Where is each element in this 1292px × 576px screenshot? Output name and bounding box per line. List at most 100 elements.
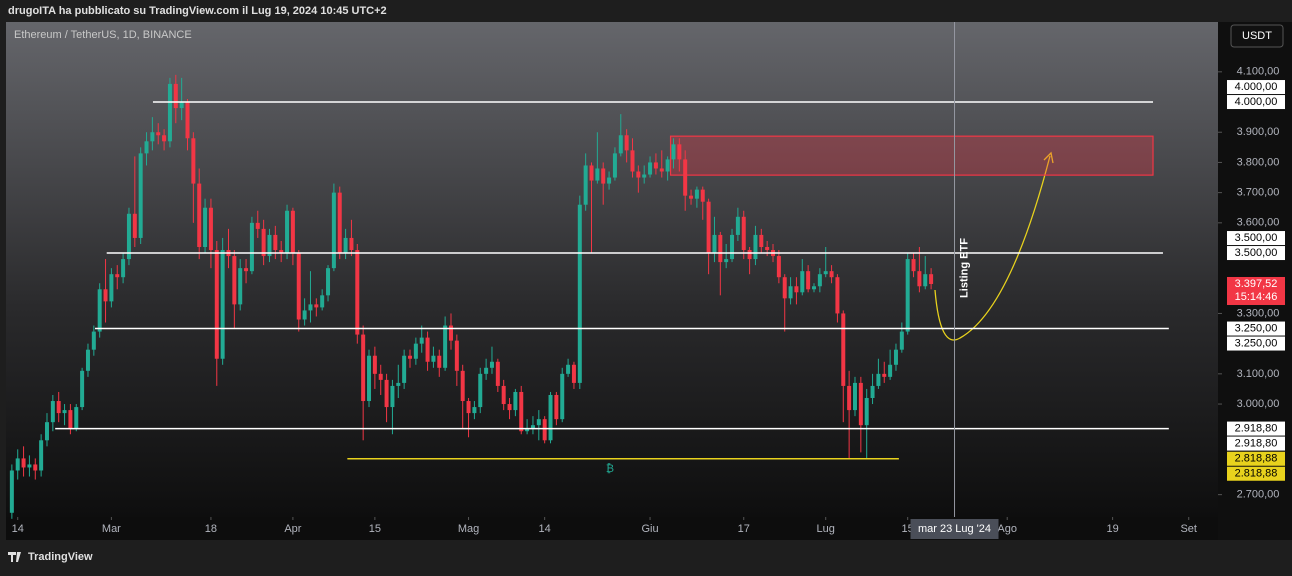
candle-body bbox=[753, 234, 758, 260]
candle-body bbox=[560, 373, 565, 420]
author-line: drugoITA ha pubblicato su TradingView.co… bbox=[8, 5, 387, 17]
candle-body bbox=[648, 162, 653, 175]
candle-body bbox=[741, 216, 746, 251]
candle-body bbox=[132, 213, 137, 238]
candle-body bbox=[513, 391, 518, 411]
candle-body bbox=[437, 355, 442, 368]
level-price-label: 4.000,00 bbox=[1235, 81, 1278, 93]
candle-body bbox=[343, 237, 348, 254]
candle-body bbox=[308, 304, 313, 311]
candle-body bbox=[50, 401, 55, 423]
candle-body bbox=[191, 138, 196, 184]
candle-body bbox=[431, 355, 436, 362]
y-tick-label: 3.800,00 bbox=[1237, 156, 1280, 168]
x-tick-label: 14 bbox=[539, 523, 551, 535]
candle-body bbox=[806, 271, 811, 290]
candle-body bbox=[173, 83, 178, 109]
candle-body bbox=[255, 222, 260, 229]
x-tick-label: 18 bbox=[205, 523, 217, 535]
candle-body bbox=[571, 364, 576, 383]
candle-body bbox=[214, 250, 219, 359]
candle-body bbox=[208, 207, 213, 251]
candle-body bbox=[232, 256, 237, 305]
candle-body bbox=[548, 394, 553, 441]
candle-body bbox=[882, 373, 887, 377]
candle-body bbox=[249, 222, 254, 272]
candle-body bbox=[197, 183, 202, 247]
candle-body bbox=[68, 410, 73, 429]
candle-body bbox=[85, 349, 90, 371]
level-price-label: 2.818,88 bbox=[1235, 453, 1278, 465]
y-tick-label: 3.100,00 bbox=[1237, 368, 1280, 380]
x-tick-label: Mag bbox=[458, 523, 479, 535]
currency-button[interactable] bbox=[1230, 24, 1284, 48]
candle-body bbox=[759, 234, 764, 247]
candle-body bbox=[402, 355, 407, 383]
x-tick-label: Giu bbox=[641, 523, 658, 535]
arrow-head bbox=[1043, 151, 1054, 164]
candle-body bbox=[273, 234, 278, 251]
candle-body bbox=[893, 349, 898, 365]
candle-body bbox=[115, 274, 120, 278]
candle-body bbox=[109, 274, 114, 302]
candle-body bbox=[185, 102, 190, 139]
candle-body bbox=[923, 274, 928, 287]
y-tick-label: 2.700,00 bbox=[1237, 489, 1280, 501]
x-tick-label: 14 bbox=[12, 523, 24, 535]
candle-body bbox=[425, 337, 430, 362]
candle-body bbox=[776, 256, 781, 278]
candle-body bbox=[917, 271, 922, 287]
candle-body bbox=[601, 168, 606, 184]
candle-body bbox=[700, 189, 705, 202]
candle-body bbox=[489, 361, 494, 368]
candle-body bbox=[747, 250, 752, 260]
candle-body bbox=[577, 204, 582, 383]
candle-body bbox=[296, 253, 301, 320]
candle-body bbox=[150, 132, 155, 142]
candle-body bbox=[408, 355, 412, 359]
candle-body bbox=[267, 234, 272, 257]
candle-body bbox=[530, 425, 535, 429]
plot-bg bbox=[6, 22, 1218, 540]
candle-body bbox=[413, 343, 418, 359]
candle-body bbox=[21, 458, 26, 468]
level-price-label: 3.500,00 bbox=[1235, 232, 1278, 244]
candle-body bbox=[501, 385, 506, 405]
candle-body bbox=[91, 331, 96, 350]
candle-body bbox=[624, 135, 629, 151]
candle-body bbox=[44, 422, 49, 441]
candle-body bbox=[735, 216, 740, 235]
level-price-box bbox=[1227, 466, 1285, 481]
candle-body bbox=[39, 440, 44, 471]
countdown-label: 15:14:46 bbox=[1235, 291, 1278, 303]
candle-body bbox=[162, 135, 167, 142]
candle-body bbox=[390, 385, 395, 408]
candle-body bbox=[589, 165, 594, 181]
candle-body bbox=[15, 458, 20, 471]
candle-body bbox=[595, 168, 600, 181]
candle-body bbox=[320, 295, 325, 308]
x-tick-label: Lug bbox=[817, 523, 835, 535]
level-price-box bbox=[1227, 246, 1285, 261]
candle-body bbox=[179, 102, 184, 109]
candle-body bbox=[542, 419, 547, 441]
currency-label[interactable]: USDT bbox=[1242, 30, 1272, 42]
candle-body bbox=[718, 234, 723, 263]
level-price-box bbox=[1227, 95, 1285, 110]
candle-body bbox=[929, 274, 934, 284]
level-price-box bbox=[1227, 80, 1285, 95]
level-price-box bbox=[1227, 451, 1285, 466]
candle-body bbox=[56, 401, 61, 414]
candle-body bbox=[683, 159, 688, 196]
candle-body bbox=[80, 370, 85, 408]
candle-body bbox=[448, 325, 453, 341]
candle-body bbox=[677, 144, 682, 160]
candle-body bbox=[384, 379, 389, 408]
y-tick-label: 3.900,00 bbox=[1237, 126, 1280, 138]
candle-body bbox=[302, 310, 307, 320]
candle-body bbox=[454, 340, 459, 371]
y-tick-label: 3.600,00 bbox=[1237, 217, 1280, 229]
candle-body bbox=[782, 277, 787, 299]
candle-body bbox=[817, 274, 822, 287]
candle-body bbox=[566, 364, 571, 374]
